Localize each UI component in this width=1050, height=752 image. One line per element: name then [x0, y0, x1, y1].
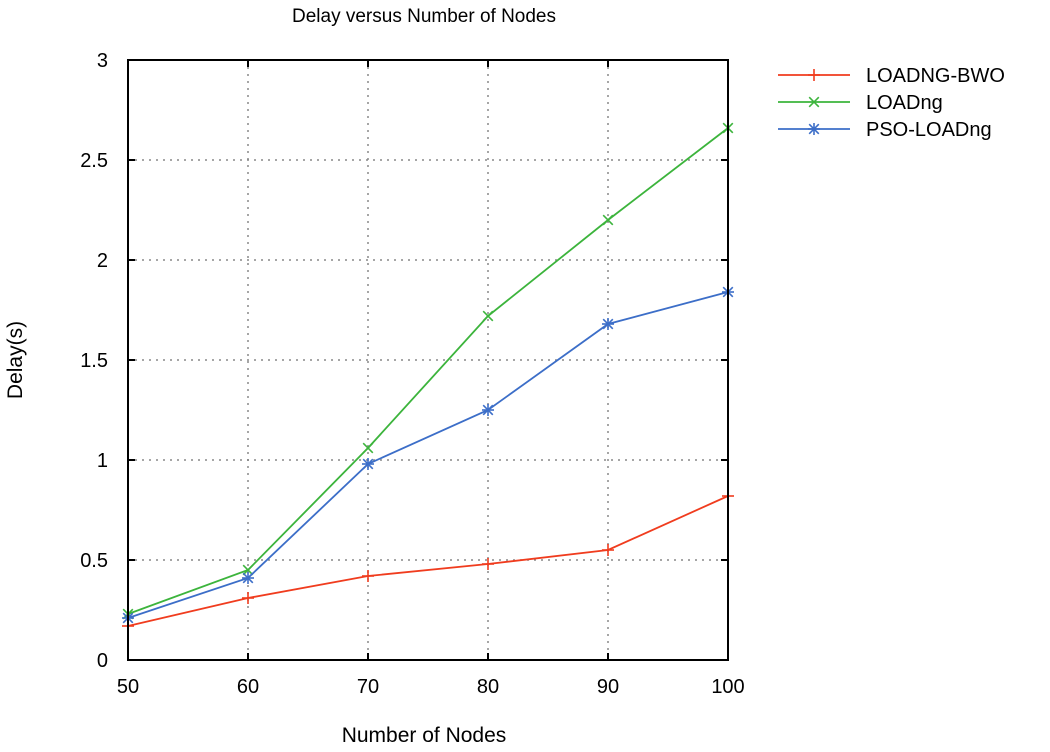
- marker: [602, 214, 614, 226]
- series-line: [127, 127, 729, 615]
- y-tick-label: 0: [97, 650, 108, 672]
- legend-label: LOADng: [866, 92, 943, 114]
- series-line: [127, 495, 729, 627]
- marker: [362, 458, 374, 470]
- marker: [808, 96, 820, 108]
- series-group: [122, 122, 734, 632]
- x-tick-label: 90: [597, 676, 619, 698]
- grid: [128, 60, 728, 660]
- x-tick-label: 60: [237, 676, 259, 698]
- plot-frame: [127, 59, 729, 661]
- x-tick-label: 50: [117, 676, 139, 698]
- y-tick-label: 2: [97, 250, 108, 272]
- y-tick-label: 3: [97, 50, 108, 72]
- y-tick-label: 1.5: [80, 350, 108, 372]
- legend: LOADNG-BWO LOADng PSO-LOADng: [778, 65, 1005, 141]
- marker: [242, 564, 254, 576]
- marker: [602, 318, 614, 330]
- series-line: [127, 291, 729, 619]
- series-loadng-bwo: [122, 490, 734, 632]
- series-pso-loadng: [122, 286, 734, 624]
- marker: [482, 310, 494, 322]
- chart-title: Delay versus Number of Nodes: [292, 6, 556, 27]
- x-tick-label: 70: [357, 676, 379, 698]
- y-tick-label: 1: [97, 450, 108, 472]
- marker: [242, 572, 254, 584]
- x-tick-label: 80: [477, 676, 499, 698]
- marker: [362, 442, 374, 454]
- x-tick-label: 100: [711, 676, 744, 698]
- x-axis-label: Number of Nodes: [342, 724, 507, 747]
- marker: [482, 404, 494, 416]
- legend-label: LOADNG-BWO: [866, 65, 1005, 87]
- y-tick-label: 2.5: [80, 150, 108, 172]
- y-tick-label: 0.5: [80, 550, 108, 572]
- y-axis-label: Delay(s): [4, 321, 27, 399]
- marker: [808, 123, 820, 135]
- series-loadng: [122, 122, 734, 620]
- legend-label: PSO-LOADng: [866, 119, 992, 141]
